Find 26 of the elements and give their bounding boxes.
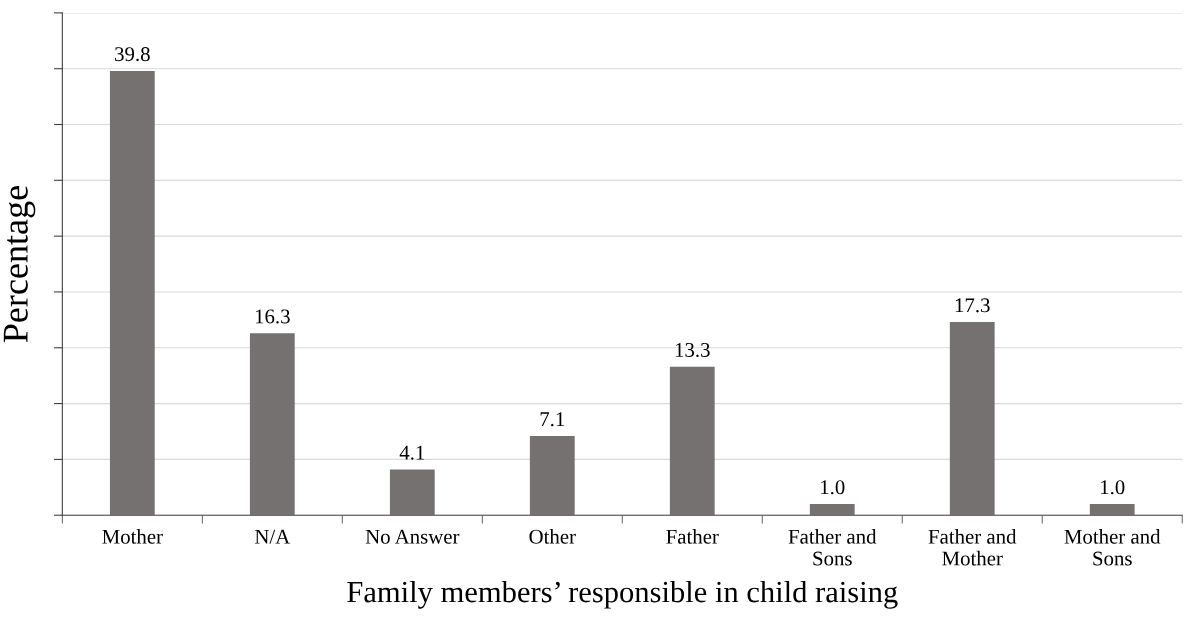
bar <box>109 70 155 516</box>
x-tick-label: No Answer <box>365 529 460 544</box>
x-axis-title: Family members’ responsible in child raising <box>347 580 898 609</box>
data-label: 4.1 <box>399 445 425 460</box>
x-tick-label: Mother <box>102 529 163 544</box>
data-label: 1.0 <box>821 480 845 495</box>
bar <box>949 322 995 516</box>
x-tick-label: N/A <box>254 529 291 544</box>
data-label: 17.3 <box>955 298 990 313</box>
bar <box>249 333 295 516</box>
data-label: 1.0 <box>1101 480 1125 495</box>
x-tick-label: Father and Sons <box>788 529 877 566</box>
y-axis-title: Percentage <box>3 186 36 343</box>
data-label: 39.8 <box>115 47 150 62</box>
bar <box>1089 504 1135 516</box>
x-tick-label: Mother and Sons <box>1064 529 1161 566</box>
data-label: 13.3 <box>675 342 710 358</box>
bar <box>389 469 435 516</box>
data-label: 7.1 <box>540 412 565 427</box>
x-tick-label: Father <box>666 529 719 544</box>
x-tick-label: Other <box>529 529 576 544</box>
data-label: 16.3 <box>255 309 290 324</box>
bar <box>669 366 715 516</box>
x-tick-label: Father and Mother <box>928 529 1017 566</box>
bar <box>529 435 575 516</box>
bar <box>809 504 855 516</box>
